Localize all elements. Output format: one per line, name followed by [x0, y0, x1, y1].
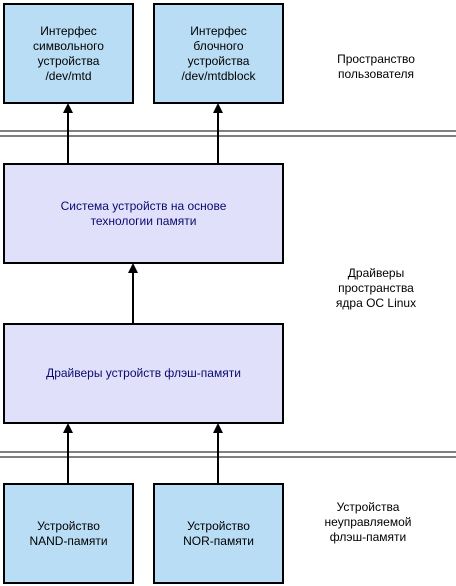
separator-kernel-hardware: [0, 451, 456, 458]
nor-device-box: Устройство NOR-памяти: [153, 483, 284, 584]
nand-device-box: Устройство NAND-памяти: [3, 483, 134, 584]
memory-technology-system-box: Система устройств на основе технологии п…: [3, 163, 284, 264]
flash-drivers-label: Драйверы устройств флэш-памяти: [46, 366, 241, 380]
char-device-interface-label: Интерфес символьного устройства /dev/mtd: [33, 23, 104, 83]
memory-technology-system-label: Система устройств на основе технологии п…: [60, 198, 227, 228]
zone-label-user-space: Пространство пользователя: [337, 52, 415, 81]
zone-label-unmanaged-flash: Устройства неуправляемой флэш-памяти: [324, 500, 412, 544]
block-device-interface-label: Интерфес блочного устройства /dev/mtdblo…: [181, 23, 256, 83]
zone-label-kernel-drivers: Драйверы пространства ядра ОС Linux: [335, 266, 417, 310]
nand-device-label: Устройство NAND-памяти: [29, 518, 108, 548]
separator-user-kernel: [0, 130, 456, 137]
nor-device-label: Устройство NOR-памяти: [183, 518, 254, 548]
char-device-interface-box: Интерфес символьного устройства /dev/mtd: [3, 3, 134, 104]
block-device-interface-box: Интерфес блочного устройства /dev/mtdblo…: [153, 3, 284, 104]
flash-drivers-box: Драйверы устройств флэш-памяти: [3, 323, 284, 424]
